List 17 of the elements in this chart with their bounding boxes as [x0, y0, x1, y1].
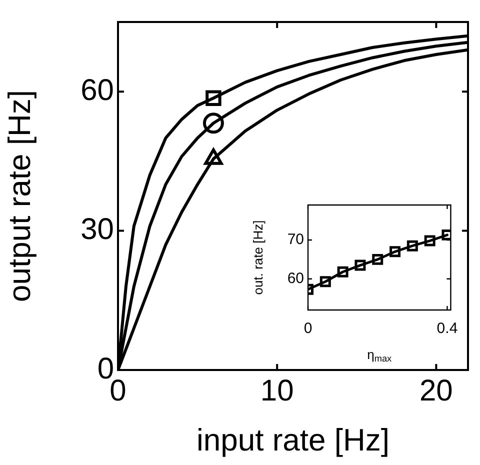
y-axis-title: output rate [Hz] — [2, 90, 38, 302]
x-axis-title: input rate [Hz] — [196, 422, 390, 458]
y-axis-title: out. rate [Hz] — [250, 220, 266, 295]
point — [354, 260, 366, 271]
y-tick-label: 70 — [287, 231, 304, 248]
point — [320, 276, 331, 288]
point — [372, 254, 384, 265]
x-tick-label: 20 — [419, 374, 453, 408]
point — [406, 240, 418, 252]
y-tick-label: 60 — [287, 270, 304, 288]
point — [424, 235, 436, 246]
point — [337, 266, 348, 278]
x-tick-label: 0.4 — [436, 320, 458, 338]
point — [390, 246, 401, 258]
x-tick-label: 10 — [260, 374, 294, 408]
y-tick-label: 60 — [80, 74, 114, 107]
y-tick-label: 30 — [80, 213, 114, 246]
